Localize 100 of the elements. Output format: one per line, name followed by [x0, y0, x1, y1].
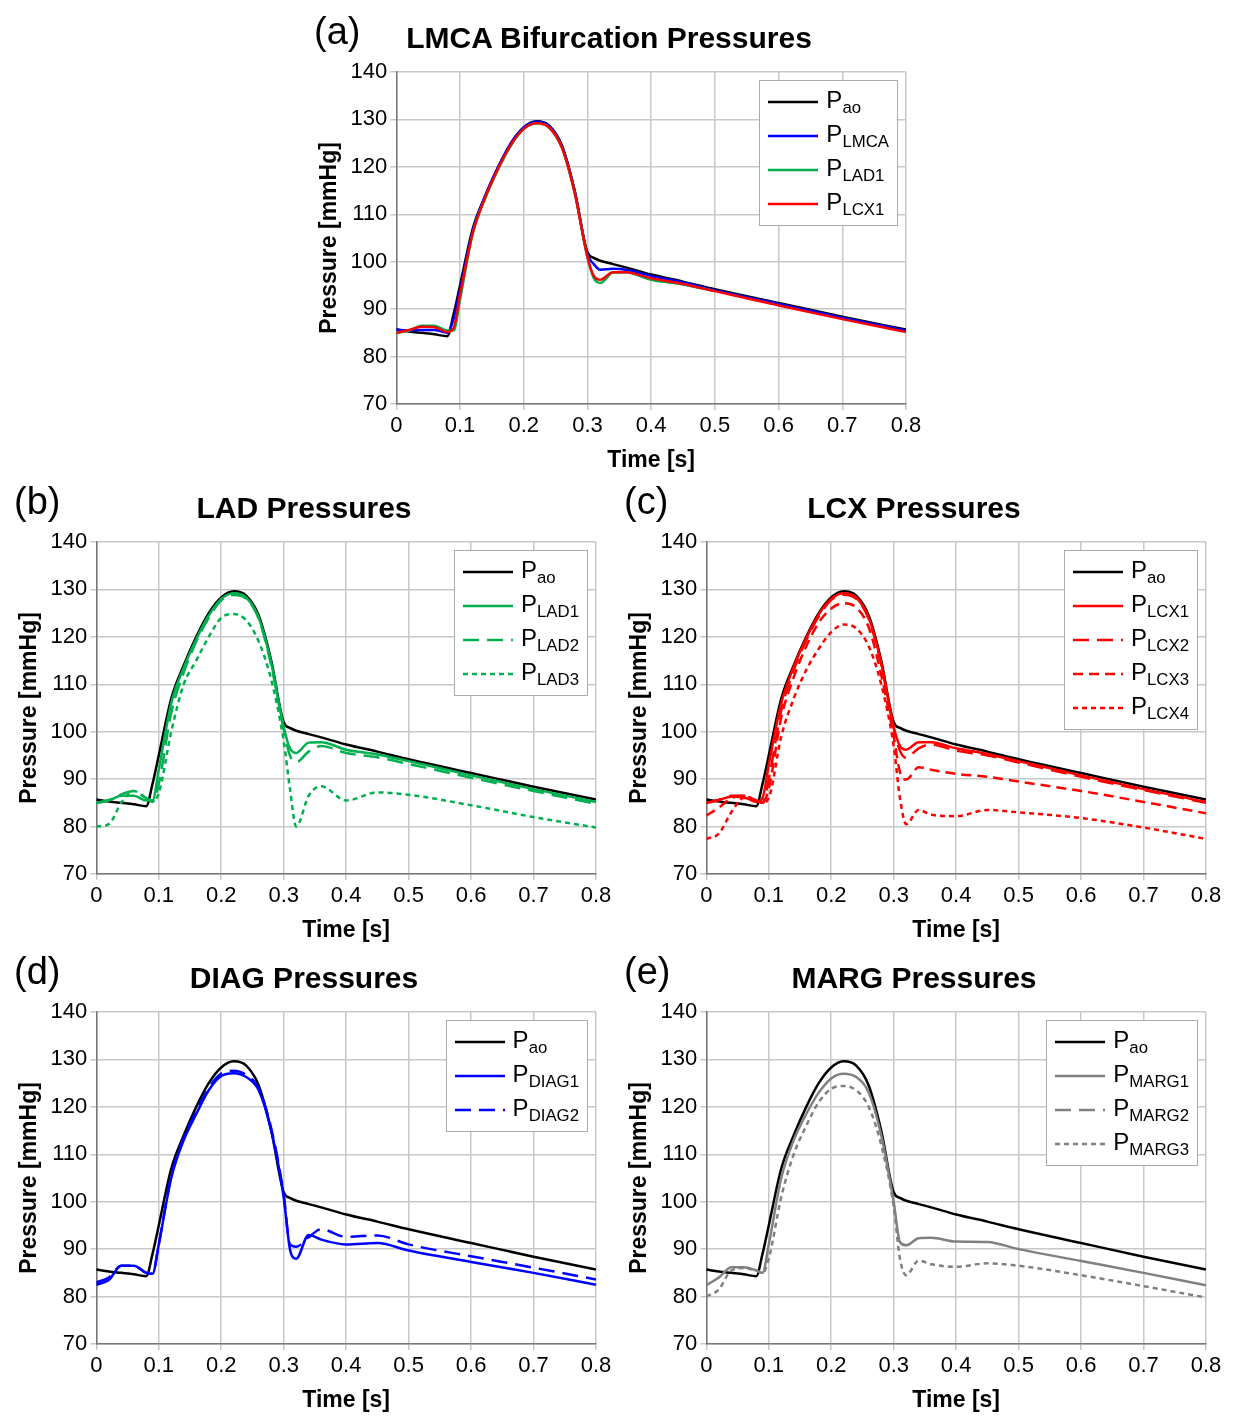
y-axis-title: Pressure [mmHg]: [625, 1082, 652, 1274]
x-axis-title: Time [s]: [912, 915, 1001, 942]
legend-label: P$_{DIAG1}$: [512, 1059, 579, 1093]
legend-label: P$_{ao}$: [1131, 555, 1166, 589]
y-tick-label: 100: [50, 1187, 88, 1213]
x-tick-label: 0.8: [890, 412, 922, 438]
y-axis-title: Pressure [mmHg]: [625, 612, 652, 804]
x-tick-label: 0.3: [268, 882, 299, 908]
chart-title: LCX Pressures: [807, 491, 1021, 525]
legend-label: P$_{DIAG2}$: [512, 1093, 579, 1127]
y-tick-label: 100: [660, 717, 698, 743]
x-tick-label: 0.2: [205, 882, 237, 908]
y-tick-label: 120: [660, 622, 698, 648]
x-axis-title: Time [s]: [912, 1385, 1001, 1412]
y-tick-label: 110: [52, 1140, 88, 1166]
x-tick-label: 0.3: [878, 882, 909, 908]
legend-label: P$_{MARG3}$: [1113, 1127, 1189, 1161]
legend-label: P$_{LAD3}$: [521, 657, 579, 691]
legend-label: P$_{LCX1}$: [1131, 589, 1189, 623]
x-tick-label: 0: [90, 1352, 103, 1378]
text: (e): [624, 950, 671, 993]
x-tick-label: 0.8: [580, 1352, 612, 1378]
x-tick-label: 0: [390, 412, 403, 438]
y-axis-title: Pressure [mmHg]: [15, 612, 42, 804]
x-tick-label: 0.3: [268, 1352, 299, 1378]
chart-title: LAD Pressures: [196, 491, 412, 525]
legend-label: P$_{ao}$: [521, 555, 556, 589]
legend-label: P$_{LAD2}$: [521, 623, 579, 657]
x-tick-label: 0.5: [699, 412, 731, 438]
y-tick-label: 120: [50, 622, 88, 648]
x-tick-label: 0.2: [508, 412, 540, 438]
x-tick-label: 0.1: [753, 1352, 785, 1378]
x-tick-label: 0.1: [444, 412, 476, 438]
chart-title: LMCA Bifurcation Pressures: [406, 21, 812, 55]
y-tick-label: 100: [660, 1187, 698, 1213]
x-tick-label: 0.2: [815, 1352, 847, 1378]
y-tick-label: 70: [672, 1330, 698, 1356]
y-tick-label: 90: [62, 1235, 88, 1261]
x-tick-label: 0.8: [1190, 1352, 1222, 1378]
y-tick-label: 100: [50, 717, 88, 743]
y-tick-label: 140: [660, 528, 698, 554]
x-tick-label: 0.1: [143, 1352, 175, 1378]
y-tick-label: 90: [362, 295, 388, 321]
y-tick-label: 80: [362, 342, 388, 368]
x-tick-label: 0.7: [1128, 882, 1159, 908]
x-tick-label: 0.4: [940, 882, 972, 908]
x-tick-label: 0.7: [518, 1352, 549, 1378]
y-tick-label: 80: [62, 1282, 88, 1308]
x-tick-label: 0.4: [330, 882, 362, 908]
x-tick-label: 0.1: [753, 882, 785, 908]
y-tick-label: 70: [62, 860, 88, 886]
y-tick-label: 110: [662, 670, 698, 696]
x-tick-label: 0.7: [1128, 1352, 1159, 1378]
legend-label: P$_{LCX1}$: [826, 187, 885, 221]
y-tick-label: 110: [662, 1140, 698, 1166]
x-tick-label: 0.1: [143, 882, 175, 908]
x-tick-label: 0.7: [826, 412, 858, 438]
y-tick-label: 120: [660, 1092, 698, 1118]
legend-label: P$_{LAD1}$: [826, 153, 885, 187]
legend-label: P$_{LAD1}$: [521, 589, 579, 623]
legend-label: P$_{ao}$: [1113, 1025, 1148, 1059]
y-tick-label: 90: [672, 1235, 698, 1261]
x-tick-label: 0.5: [1003, 882, 1034, 908]
legend-label: P$_{LCX3}$: [1131, 657, 1189, 691]
y-tick-label: 140: [50, 998, 88, 1024]
text: (d): [14, 950, 61, 993]
legend-label: P$_{ao}$: [512, 1025, 548, 1059]
legend-label: P$_{LCX2}$: [1131, 623, 1189, 657]
y-tick-label: 80: [672, 1282, 698, 1308]
x-tick-label: 0.2: [205, 1352, 237, 1378]
y-axis-title: Pressure [mmHg]: [15, 1082, 42, 1274]
chart-title: DIAG Pressures: [189, 961, 419, 995]
chart-title: MARG Pressures: [791, 961, 1037, 995]
y-tick-label: 130: [50, 1045, 88, 1071]
x-axis-title: Time [s]: [302, 1385, 391, 1412]
x-tick-label: 0.7: [518, 882, 549, 908]
y-tick-label: 70: [362, 390, 388, 416]
y-tick-label: 90: [672, 765, 698, 791]
text: (a): [314, 10, 361, 53]
text: (b): [14, 480, 61, 523]
legend-label: P$_{MARG1}$: [1113, 1059, 1189, 1093]
x-tick-label: 0.5: [393, 882, 424, 908]
x-tick-label: 0.6: [1065, 1352, 1097, 1378]
y-tick-label: 80: [62, 812, 88, 838]
y-tick-label: 110: [352, 200, 388, 226]
x-tick-label: 0.5: [1003, 1352, 1034, 1378]
x-tick-label: 0.6: [455, 1352, 487, 1378]
y-tick-label: 100: [350, 247, 388, 273]
y-tick-label: 70: [62, 1330, 88, 1356]
y-axis-title: Pressure [mmHg]: [315, 142, 342, 334]
y-tick-label: 140: [50, 528, 88, 554]
x-tick-label: 0.8: [580, 882, 612, 908]
y-tick-label: 120: [350, 152, 388, 178]
x-tick-label: 0.2: [815, 882, 847, 908]
y-tick-label: 130: [660, 575, 698, 601]
x-tick-label: 0.5: [393, 1352, 424, 1378]
x-tick-label: 0.8: [1190, 882, 1222, 908]
y-tick-label: 110: [52, 670, 88, 696]
y-tick-label: 80: [672, 812, 698, 838]
y-tick-label: 140: [350, 58, 388, 84]
